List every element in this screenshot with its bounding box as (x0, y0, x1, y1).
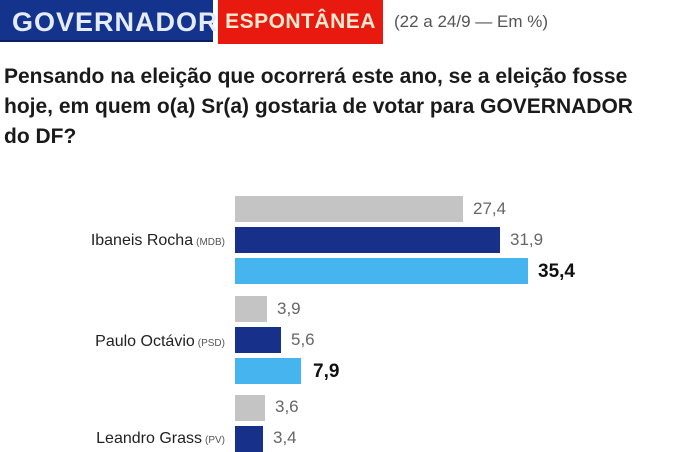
candidate-label: Leandro Grass (PV) (96, 430, 225, 447)
bar-paulo-2 (235, 327, 281, 353)
date-range: (22 a 24/9 — Em %) (394, 12, 549, 31)
bar-paulo-1 (235, 296, 267, 322)
question-text: Pensando na eleição que ocorrerá este an… (4, 65, 633, 148)
bar-leandro-1 (235, 395, 265, 421)
bar-paulo-3 (235, 358, 301, 384)
section-tag: GOVERNADOR (0, 0, 218, 42)
bar-ibaneis-2 (235, 227, 500, 253)
value: 35,4 (538, 261, 575, 282)
value: 3,9 (277, 299, 301, 318)
value: 3,6 (275, 397, 299, 416)
value: 7,9 (313, 361, 340, 382)
candidate-label: Ibaneis Rocha (MDB) (90, 232, 225, 249)
bar-ibaneis-1 (235, 196, 463, 222)
bar-leandro-2 (235, 426, 263, 452)
value: 5,6 (291, 330, 315, 349)
header: GOVERNADOR ESPONTÂNEA (22 a 24/9 — Em %) (0, 0, 675, 44)
value: 3,4 (273, 428, 297, 447)
bar-ibaneis-3 (235, 258, 528, 284)
value: 27,4 (473, 199, 507, 218)
survey-type-tag: ESPONTÂNEA (218, 0, 383, 44)
candidate-label: Paulo Octávio (PSD) (95, 333, 225, 350)
value: 31,9 (510, 230, 544, 249)
